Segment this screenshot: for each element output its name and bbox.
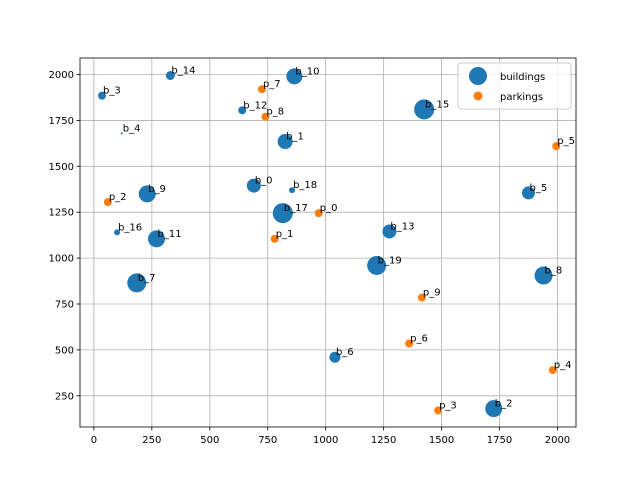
point-label-b_8: b_8 bbox=[545, 266, 563, 277]
x-tick-label: 1500 bbox=[429, 435, 454, 446]
y-tick-label: 1250 bbox=[49, 208, 74, 219]
legend-label-parkings: parkings bbox=[500, 92, 543, 103]
point-label-p_3: p_3 bbox=[439, 400, 457, 411]
x-tick-label: 2000 bbox=[545, 435, 570, 446]
point-b_3 bbox=[98, 91, 107, 100]
y-tick-label: 750 bbox=[55, 300, 74, 311]
point-b_11 bbox=[147, 230, 165, 248]
point-b_19 bbox=[367, 255, 387, 275]
axis-ticks: 0 250 500 750 1000 1250 1500 1750 2000 250 500 750 1… bbox=[49, 70, 571, 446]
x-tick-label: 1250 bbox=[371, 435, 396, 446]
y-tick-label: 2000 bbox=[49, 70, 74, 81]
point-b_18 bbox=[289, 187, 296, 194]
point-b_10 bbox=[286, 68, 303, 85]
point-label-p_1: p_1 bbox=[276, 229, 294, 240]
point-label-b_17: b_17 bbox=[284, 203, 308, 214]
point-label-b_15: b_15 bbox=[425, 99, 449, 110]
point-b_16 bbox=[114, 229, 121, 236]
point-b_2 bbox=[485, 400, 503, 418]
x-tick-label: 1000 bbox=[313, 435, 338, 446]
point-label-b_18: b_18 bbox=[293, 180, 317, 191]
y-tick-label: 1000 bbox=[49, 254, 74, 265]
point-p_0 bbox=[314, 209, 323, 218]
point-label-b_7: b_7 bbox=[138, 273, 156, 284]
point-label-b_13: b_13 bbox=[390, 221, 414, 232]
point-label-b_14: b_14 bbox=[171, 65, 195, 76]
legend-label-buildings: buildings bbox=[500, 72, 545, 83]
point-label-b_4: b_4 bbox=[123, 123, 141, 134]
point-label-p_4: p_4 bbox=[554, 360, 572, 371]
point-label-p_8: p_8 bbox=[266, 107, 284, 118]
point-b_13 bbox=[382, 224, 397, 239]
point-b_12 bbox=[238, 106, 247, 115]
y-tick-label: 1750 bbox=[49, 116, 74, 127]
point-label-b_3: b_3 bbox=[103, 86, 121, 97]
point-label-b_9: b_9 bbox=[148, 184, 166, 195]
grid bbox=[80, 58, 576, 427]
point-label-p_2: p_2 bbox=[109, 192, 127, 203]
point-p_9 bbox=[417, 293, 426, 302]
point-b_7 bbox=[127, 273, 147, 293]
point-label-b_5: b_5 bbox=[529, 183, 547, 194]
point-label-p_6: p_6 bbox=[410, 333, 428, 344]
x-tick-label: 500 bbox=[200, 435, 219, 446]
point-b_5 bbox=[521, 186, 535, 200]
y-tick-label: 250 bbox=[55, 391, 74, 402]
point-label-b_11: b_11 bbox=[157, 229, 181, 240]
y-tick-label: 500 bbox=[55, 345, 74, 356]
point-p_3 bbox=[434, 406, 443, 415]
point-b_0 bbox=[246, 178, 261, 193]
x-tick-label: 250 bbox=[142, 435, 161, 446]
point-b_15 bbox=[414, 99, 435, 120]
point-b_17 bbox=[272, 203, 293, 224]
point-p_6 bbox=[405, 339, 414, 348]
x-tick-label: 0 bbox=[91, 435, 97, 446]
x-tick-label: 1750 bbox=[487, 435, 512, 446]
point-p_7 bbox=[257, 85, 266, 94]
point-p_4 bbox=[548, 366, 557, 375]
point-b_9 bbox=[138, 185, 156, 203]
point-b_8 bbox=[534, 266, 553, 285]
legend-marker-parkings bbox=[473, 91, 483, 101]
point-label-p_0: p_0 bbox=[320, 203, 338, 214]
axes-frame bbox=[79, 57, 577, 428]
point-p_8 bbox=[261, 112, 270, 121]
point-label-b_19: b_19 bbox=[378, 255, 402, 266]
point-labels: b_0 b_1 b_2 b_3 b_4 b_5 b_6 b_7 b_8 b_9 b_10 b_11 b_… bbox=[103, 65, 575, 411]
point-label-p_9: p_9 bbox=[423, 288, 441, 299]
point-p_1 bbox=[270, 234, 279, 243]
point-b_1 bbox=[277, 134, 293, 150]
point-label-b_12: b_12 bbox=[243, 100, 267, 111]
point-label-b_0: b_0 bbox=[255, 176, 273, 187]
point-label-b_16: b_16 bbox=[118, 222, 142, 233]
point-b_6 bbox=[329, 351, 341, 363]
point-label-p_7: p_7 bbox=[263, 79, 281, 90]
point-p_2 bbox=[103, 198, 112, 207]
legend: buildings parkings bbox=[457, 62, 572, 110]
point-p_5 bbox=[552, 142, 561, 151]
point-b_14 bbox=[165, 70, 175, 80]
legend-marker-buildings bbox=[469, 67, 487, 85]
point-b_4 bbox=[120, 132, 123, 135]
data-points bbox=[98, 68, 561, 418]
point-label-b_6: b_6 bbox=[336, 347, 354, 358]
point-label-b_2: b_2 bbox=[495, 399, 513, 410]
point-label-b_10: b_10 bbox=[295, 66, 319, 77]
point-label-b_1: b_1 bbox=[286, 132, 304, 143]
x-tick-label: 750 bbox=[258, 435, 277, 446]
y-tick-label: 1500 bbox=[49, 162, 74, 173]
point-label-p_5: p_5 bbox=[557, 136, 575, 147]
